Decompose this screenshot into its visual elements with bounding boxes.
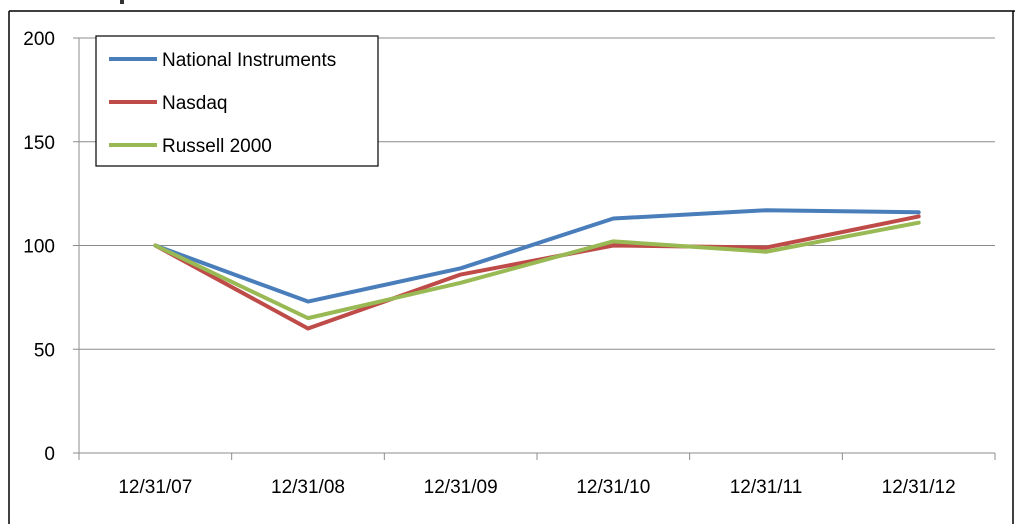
- x-tick-label: 12/31/09: [424, 477, 498, 498]
- series-lines: [155, 210, 919, 328]
- x-tick-label: 12/31/07: [118, 477, 192, 498]
- x-tick-label: 12/31/08: [271, 477, 345, 498]
- top-text-fragment: [120, 0, 124, 4]
- legend-label: Nasdaq: [162, 93, 228, 114]
- y-tick-label: 100: [23, 237, 55, 258]
- x-axis-tick-labels: 12/31/07 12/31/08 12/31/09 12/31/10 12/31/11…: [118, 477, 955, 498]
- series-line-2: [155, 223, 918, 318]
- y-tick-label: 200: [23, 29, 55, 50]
- y-tick-label: 50: [34, 340, 55, 361]
- y-tick-label: 0: [44, 444, 55, 465]
- series-line-1: [155, 216, 918, 328]
- series-line-0: [155, 210, 918, 301]
- legend-label: National Instruments: [162, 50, 336, 71]
- x-tick-label: 12/31/11: [730, 477, 803, 498]
- x-tick-label: 12/31/12: [882, 477, 956, 498]
- x-tick-label: 12/31/10: [576, 477, 650, 498]
- legend-label: Russell 2000: [162, 136, 272, 157]
- legend: National Instruments Nasdaq Russell 2000: [96, 36, 378, 166]
- y-axis-tick-labels: 0 50 100 150 200: [23, 29, 55, 465]
- y-tick-label: 150: [23, 133, 55, 154]
